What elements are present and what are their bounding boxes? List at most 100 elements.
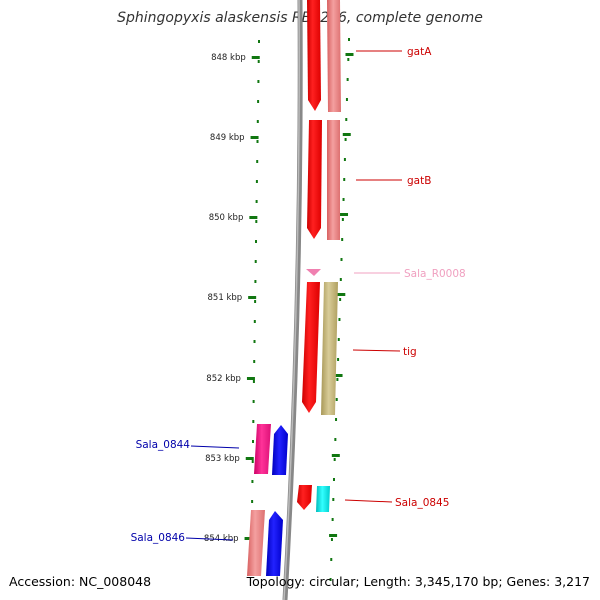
tick-label: 851 kbp bbox=[208, 293, 243, 303]
guide-dot bbox=[343, 158, 346, 161]
guide-dot bbox=[255, 240, 258, 243]
guide-dot bbox=[253, 320, 256, 323]
guide-dot bbox=[330, 538, 333, 541]
gene-gatA-partner[interactable] bbox=[327, 0, 341, 112]
tick-mark bbox=[331, 454, 340, 457]
gene-Sala_0844-partner[interactable] bbox=[254, 424, 271, 474]
tick-mark bbox=[329, 534, 338, 537]
tick-mark bbox=[244, 537, 253, 540]
tick-label: 853 kbp bbox=[205, 454, 240, 464]
label-leaders bbox=[185, 50, 402, 541]
tick-label: 850 kbp bbox=[209, 213, 244, 223]
guide-dot bbox=[253, 360, 256, 363]
gene-tig-partner[interactable] bbox=[321, 282, 338, 415]
guide-dot bbox=[338, 318, 341, 321]
guide-dot bbox=[341, 218, 344, 221]
tick-mark bbox=[251, 56, 260, 59]
guide-dot bbox=[345, 98, 348, 101]
guide-dot bbox=[346, 78, 349, 81]
guide-dot bbox=[333, 458, 336, 461]
guide-dot bbox=[342, 198, 345, 201]
tick-mark bbox=[342, 133, 351, 136]
tick-label: 849 kbp bbox=[210, 133, 245, 143]
tick-mark bbox=[249, 216, 258, 219]
guide-dot bbox=[339, 278, 342, 281]
guide-dot bbox=[256, 160, 259, 163]
guide-dot bbox=[339, 298, 342, 301]
guide-dot bbox=[336, 378, 339, 381]
gene-Sala_0846-arrow[interactable] bbox=[266, 511, 283, 576]
guide-dot bbox=[332, 478, 335, 481]
genome-info-text: Topology: circular; Length: 3,345,170 bp… bbox=[246, 574, 590, 589]
gene-gatA-arrow[interactable] bbox=[307, 0, 321, 111]
gene-Sala_0846-partner[interactable] bbox=[247, 510, 265, 576]
tick-label: 852 kbp bbox=[206, 374, 241, 384]
guide-dot bbox=[252, 400, 255, 403]
guide-dot bbox=[257, 80, 260, 83]
gene-Sala_R0008-arrow[interactable] bbox=[306, 269, 321, 276]
gene-Sala_0845-arrow[interactable] bbox=[297, 485, 312, 510]
guide-dot bbox=[252, 380, 255, 383]
guide-dot bbox=[253, 340, 256, 343]
gene-gatB-partner[interactable] bbox=[327, 120, 340, 240]
guide-dot bbox=[254, 260, 257, 263]
guide-dot bbox=[340, 258, 343, 261]
guide-dot bbox=[329, 578, 332, 581]
tick-mark bbox=[334, 374, 343, 377]
guide-dot bbox=[331, 518, 334, 521]
guide-dot bbox=[251, 480, 254, 483]
guide-dot bbox=[332, 498, 335, 501]
gene-label-Sala_0846[interactable]: Sala_0846 bbox=[131, 532, 186, 544]
gene-labels: gatA gatB Sala_R0008 tig Sala_0844 Sala_… bbox=[131, 46, 466, 544]
guide-dot bbox=[252, 440, 255, 443]
guide-dot bbox=[255, 180, 258, 183]
guide-dot bbox=[335, 398, 338, 401]
tick-mark bbox=[345, 53, 354, 56]
guide-dot bbox=[256, 120, 259, 123]
guide-dot bbox=[254, 300, 257, 303]
gene-label-tig[interactable]: tig bbox=[403, 346, 417, 358]
tick-label: 848 kbp bbox=[211, 53, 246, 63]
guide-dot bbox=[257, 60, 260, 63]
guide-dot bbox=[254, 280, 257, 283]
guide-dot bbox=[337, 358, 340, 361]
accession-text: Accession: NC_008048 bbox=[9, 574, 152, 589]
guide-dot bbox=[252, 420, 255, 423]
guide-dot bbox=[345, 118, 348, 121]
gene-label-Sala_0845[interactable]: Sala_0845 bbox=[395, 497, 449, 509]
tick-mark bbox=[337, 293, 346, 296]
gene-Sala_0845-partner[interactable] bbox=[316, 486, 330, 512]
guide-dot bbox=[334, 438, 337, 441]
guide-dot bbox=[255, 200, 258, 203]
guide-dot bbox=[335, 418, 338, 421]
tick-mark bbox=[340, 213, 349, 216]
guide-dot bbox=[251, 460, 254, 463]
guide-dot bbox=[255, 220, 258, 223]
tick-mark bbox=[245, 457, 254, 460]
guide-dot bbox=[256, 140, 259, 143]
gene-label-Sala_0844[interactable]: Sala_0844 bbox=[136, 439, 191, 451]
guide-dot bbox=[344, 138, 347, 141]
gene-features bbox=[247, 0, 341, 576]
guide-dot bbox=[257, 100, 260, 103]
tick-mark bbox=[250, 136, 259, 139]
gene-label-Sala_R0008[interactable]: Sala_R0008 bbox=[404, 268, 466, 280]
guide-dot bbox=[347, 58, 350, 61]
gene-label-gatA[interactable]: gatA bbox=[407, 46, 432, 58]
guide-dot bbox=[258, 40, 260, 43]
guide-dot bbox=[330, 558, 333, 561]
guide-dot bbox=[341, 238, 344, 241]
tick-mark bbox=[246, 377, 255, 380]
genome-backbone bbox=[282, 0, 303, 600]
guide-dot bbox=[251, 500, 254, 503]
guide-dot bbox=[337, 338, 340, 341]
tick-mark bbox=[248, 296, 257, 299]
gene-tig-arrow[interactable] bbox=[302, 282, 320, 413]
gene-Sala_0844-arrow[interactable] bbox=[272, 425, 288, 475]
guide-dot bbox=[343, 178, 346, 181]
gene-label-gatB[interactable]: gatB bbox=[407, 175, 431, 187]
guide-dot bbox=[348, 38, 350, 41]
gene-gatB-arrow[interactable] bbox=[307, 120, 322, 239]
